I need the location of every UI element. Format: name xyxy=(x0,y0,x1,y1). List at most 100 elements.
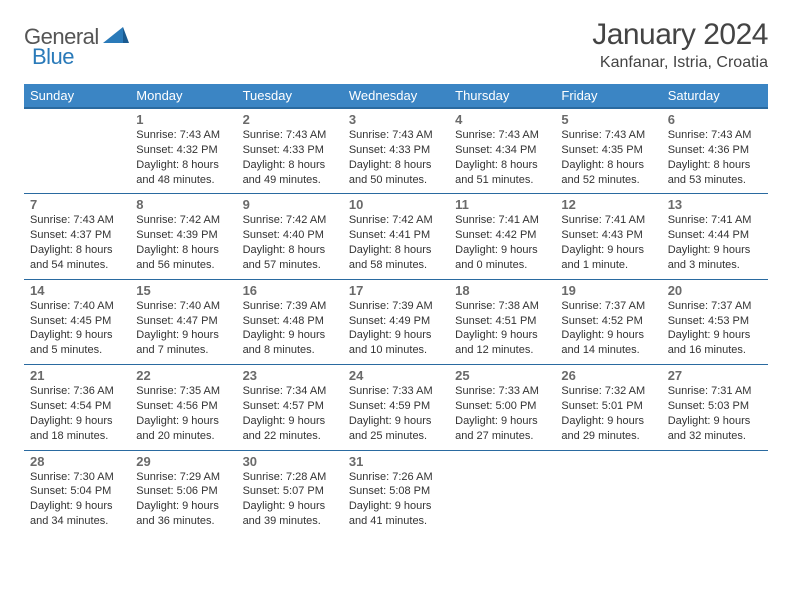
day-number: 5 xyxy=(561,112,655,127)
calendar-cell: 9Sunrise: 7:42 AMSunset: 4:40 PMDaylight… xyxy=(237,194,343,279)
weekday-header: Sunday xyxy=(24,84,130,108)
calendar-cell: 23Sunrise: 7:34 AMSunset: 4:57 PMDayligh… xyxy=(237,365,343,450)
day-number: 6 xyxy=(668,112,762,127)
day-info: Sunrise: 7:33 AMSunset: 4:59 PMDaylight:… xyxy=(349,384,443,443)
day-info: Sunrise: 7:28 AMSunset: 5:07 PMDaylight:… xyxy=(243,470,337,529)
day-number: 20 xyxy=(668,283,762,298)
calendar-cell: 15Sunrise: 7:40 AMSunset: 4:47 PMDayligh… xyxy=(130,279,236,364)
calendar-row: 7Sunrise: 7:43 AMSunset: 4:37 PMDaylight… xyxy=(24,194,768,279)
day-number: 24 xyxy=(349,368,443,383)
calendar-cell: 30Sunrise: 7:28 AMSunset: 5:07 PMDayligh… xyxy=(237,450,343,535)
day-info: Sunrise: 7:43 AMSunset: 4:33 PMDaylight:… xyxy=(243,128,337,187)
calendar-cell-empty xyxy=(662,450,768,535)
calendar-cell: 27Sunrise: 7:31 AMSunset: 5:03 PMDayligh… xyxy=(662,365,768,450)
calendar-cell: 13Sunrise: 7:41 AMSunset: 4:44 PMDayligh… xyxy=(662,194,768,279)
day-number: 1 xyxy=(136,112,230,127)
day-number: 13 xyxy=(668,197,762,212)
calendar-cell: 22Sunrise: 7:35 AMSunset: 4:56 PMDayligh… xyxy=(130,365,236,450)
day-info: Sunrise: 7:42 AMSunset: 4:40 PMDaylight:… xyxy=(243,213,337,272)
calendar-cell: 20Sunrise: 7:37 AMSunset: 4:53 PMDayligh… xyxy=(662,279,768,364)
calendar-row: 21Sunrise: 7:36 AMSunset: 4:54 PMDayligh… xyxy=(24,365,768,450)
day-number: 25 xyxy=(455,368,549,383)
day-number: 11 xyxy=(455,197,549,212)
day-info: Sunrise: 7:31 AMSunset: 5:03 PMDaylight:… xyxy=(668,384,762,443)
calendar-table: Sunday Monday Tuesday Wednesday Thursday… xyxy=(24,84,768,535)
day-number: 3 xyxy=(349,112,443,127)
calendar-cell: 29Sunrise: 7:29 AMSunset: 5:06 PMDayligh… xyxy=(130,450,236,535)
calendar-cell: 17Sunrise: 7:39 AMSunset: 4:49 PMDayligh… xyxy=(343,279,449,364)
calendar-cell: 18Sunrise: 7:38 AMSunset: 4:51 PMDayligh… xyxy=(449,279,555,364)
calendar-cell: 14Sunrise: 7:40 AMSunset: 4:45 PMDayligh… xyxy=(24,279,130,364)
calendar-cell: 5Sunrise: 7:43 AMSunset: 4:35 PMDaylight… xyxy=(555,108,661,194)
calendar-cell: 25Sunrise: 7:33 AMSunset: 5:00 PMDayligh… xyxy=(449,365,555,450)
day-info: Sunrise: 7:37 AMSunset: 4:53 PMDaylight:… xyxy=(668,299,762,358)
weekday-header: Thursday xyxy=(449,84,555,108)
calendar-page: General January 2024 Kanfanar, Istria, C… xyxy=(0,0,792,559)
calendar-cell: 31Sunrise: 7:26 AMSunset: 5:08 PMDayligh… xyxy=(343,450,449,535)
day-info: Sunrise: 7:42 AMSunset: 4:39 PMDaylight:… xyxy=(136,213,230,272)
calendar-cell: 6Sunrise: 7:43 AMSunset: 4:36 PMDaylight… xyxy=(662,108,768,194)
day-info: Sunrise: 7:41 AMSunset: 4:43 PMDaylight:… xyxy=(561,213,655,272)
day-number: 2 xyxy=(243,112,337,127)
day-number: 8 xyxy=(136,197,230,212)
day-info: Sunrise: 7:41 AMSunset: 4:44 PMDaylight:… xyxy=(668,213,762,272)
calendar-cell: 4Sunrise: 7:43 AMSunset: 4:34 PMDaylight… xyxy=(449,108,555,194)
month-title: January 2024 xyxy=(592,18,768,52)
day-number: 4 xyxy=(455,112,549,127)
weekday-header: Tuesday xyxy=(237,84,343,108)
day-number: 14 xyxy=(30,283,124,298)
calendar-cell: 21Sunrise: 7:36 AMSunset: 4:54 PMDayligh… xyxy=(24,365,130,450)
calendar-row: 1Sunrise: 7:43 AMSunset: 4:32 PMDaylight… xyxy=(24,108,768,194)
day-number: 21 xyxy=(30,368,124,383)
weekday-header: Friday xyxy=(555,84,661,108)
day-number: 31 xyxy=(349,454,443,469)
header: General January 2024 Kanfanar, Istria, C… xyxy=(24,18,768,72)
day-info: Sunrise: 7:43 AMSunset: 4:37 PMDaylight:… xyxy=(30,213,124,272)
calendar-cell: 3Sunrise: 7:43 AMSunset: 4:33 PMDaylight… xyxy=(343,108,449,194)
day-info: Sunrise: 7:43 AMSunset: 4:36 PMDaylight:… xyxy=(668,128,762,187)
calendar-cell: 24Sunrise: 7:33 AMSunset: 4:59 PMDayligh… xyxy=(343,365,449,450)
day-info: Sunrise: 7:41 AMSunset: 4:42 PMDaylight:… xyxy=(455,213,549,272)
calendar-cell: 28Sunrise: 7:30 AMSunset: 5:04 PMDayligh… xyxy=(24,450,130,535)
calendar-cell-empty xyxy=(24,108,130,194)
day-info: Sunrise: 7:36 AMSunset: 4:54 PMDaylight:… xyxy=(30,384,124,443)
day-info: Sunrise: 7:43 AMSunset: 4:33 PMDaylight:… xyxy=(349,128,443,187)
calendar-cell: 2Sunrise: 7:43 AMSunset: 4:33 PMDaylight… xyxy=(237,108,343,194)
day-number: 15 xyxy=(136,283,230,298)
day-info: Sunrise: 7:39 AMSunset: 4:48 PMDaylight:… xyxy=(243,299,337,358)
day-number: 9 xyxy=(243,197,337,212)
calendar-cell-empty xyxy=(449,450,555,535)
day-info: Sunrise: 7:40 AMSunset: 4:47 PMDaylight:… xyxy=(136,299,230,358)
day-info: Sunrise: 7:39 AMSunset: 4:49 PMDaylight:… xyxy=(349,299,443,358)
calendar-cell: 19Sunrise: 7:37 AMSunset: 4:52 PMDayligh… xyxy=(555,279,661,364)
calendar-cell: 12Sunrise: 7:41 AMSunset: 4:43 PMDayligh… xyxy=(555,194,661,279)
day-info: Sunrise: 7:40 AMSunset: 4:45 PMDaylight:… xyxy=(30,299,124,358)
calendar-row: 28Sunrise: 7:30 AMSunset: 5:04 PMDayligh… xyxy=(24,450,768,535)
day-info: Sunrise: 7:43 AMSunset: 4:35 PMDaylight:… xyxy=(561,128,655,187)
day-number: 30 xyxy=(243,454,337,469)
day-info: Sunrise: 7:32 AMSunset: 5:01 PMDaylight:… xyxy=(561,384,655,443)
day-number: 19 xyxy=(561,283,655,298)
logo-triangle-icon xyxy=(103,25,129,43)
day-info: Sunrise: 7:42 AMSunset: 4:41 PMDaylight:… xyxy=(349,213,443,272)
day-info: Sunrise: 7:30 AMSunset: 5:04 PMDaylight:… xyxy=(30,470,124,529)
weekday-header: Wednesday xyxy=(343,84,449,108)
calendar-cell: 8Sunrise: 7:42 AMSunset: 4:39 PMDaylight… xyxy=(130,194,236,279)
day-number: 10 xyxy=(349,197,443,212)
day-number: 28 xyxy=(30,454,124,469)
logo-subtext: Blue xyxy=(32,44,74,70)
calendar-cell: 11Sunrise: 7:41 AMSunset: 4:42 PMDayligh… xyxy=(449,194,555,279)
day-info: Sunrise: 7:37 AMSunset: 4:52 PMDaylight:… xyxy=(561,299,655,358)
day-number: 16 xyxy=(243,283,337,298)
calendar-cell: 16Sunrise: 7:39 AMSunset: 4:48 PMDayligh… xyxy=(237,279,343,364)
day-info: Sunrise: 7:43 AMSunset: 4:32 PMDaylight:… xyxy=(136,128,230,187)
location: Kanfanar, Istria, Croatia xyxy=(592,54,768,72)
day-number: 18 xyxy=(455,283,549,298)
weekday-header: Monday xyxy=(130,84,236,108)
day-info: Sunrise: 7:43 AMSunset: 4:34 PMDaylight:… xyxy=(455,128,549,187)
calendar-cell: 26Sunrise: 7:32 AMSunset: 5:01 PMDayligh… xyxy=(555,365,661,450)
day-info: Sunrise: 7:34 AMSunset: 4:57 PMDaylight:… xyxy=(243,384,337,443)
calendar-cell: 7Sunrise: 7:43 AMSunset: 4:37 PMDaylight… xyxy=(24,194,130,279)
day-number: 29 xyxy=(136,454,230,469)
day-number: 22 xyxy=(136,368,230,383)
